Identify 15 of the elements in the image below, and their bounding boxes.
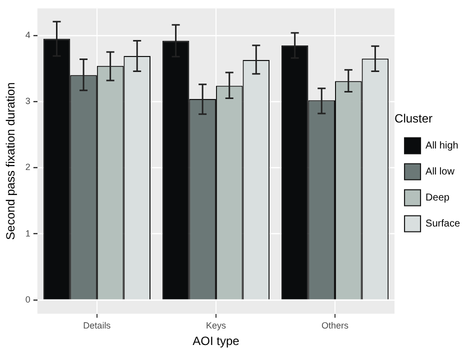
- legend-title: Cluster: [394, 112, 433, 126]
- y-tick-label: 1: [25, 228, 30, 238]
- y-tick-label: 4: [25, 30, 30, 40]
- legend-label: Surface: [426, 218, 460, 230]
- y-axis-title: Second pass fixation duration: [4, 82, 18, 240]
- x-axis-title: AOI type: [192, 334, 240, 348]
- y-tick-label: 2: [25, 162, 30, 172]
- x-tick-label: Others: [322, 320, 350, 331]
- legend-label: All low: [426, 166, 456, 178]
- y-tick-label: 0: [25, 294, 30, 304]
- x-tick-label: Details: [83, 320, 112, 331]
- x-tick-label: Keys: [206, 320, 226, 331]
- y-tick-label: 3: [25, 96, 30, 106]
- legend-label: Deep: [426, 192, 450, 204]
- legend-label: All high: [426, 140, 458, 152]
